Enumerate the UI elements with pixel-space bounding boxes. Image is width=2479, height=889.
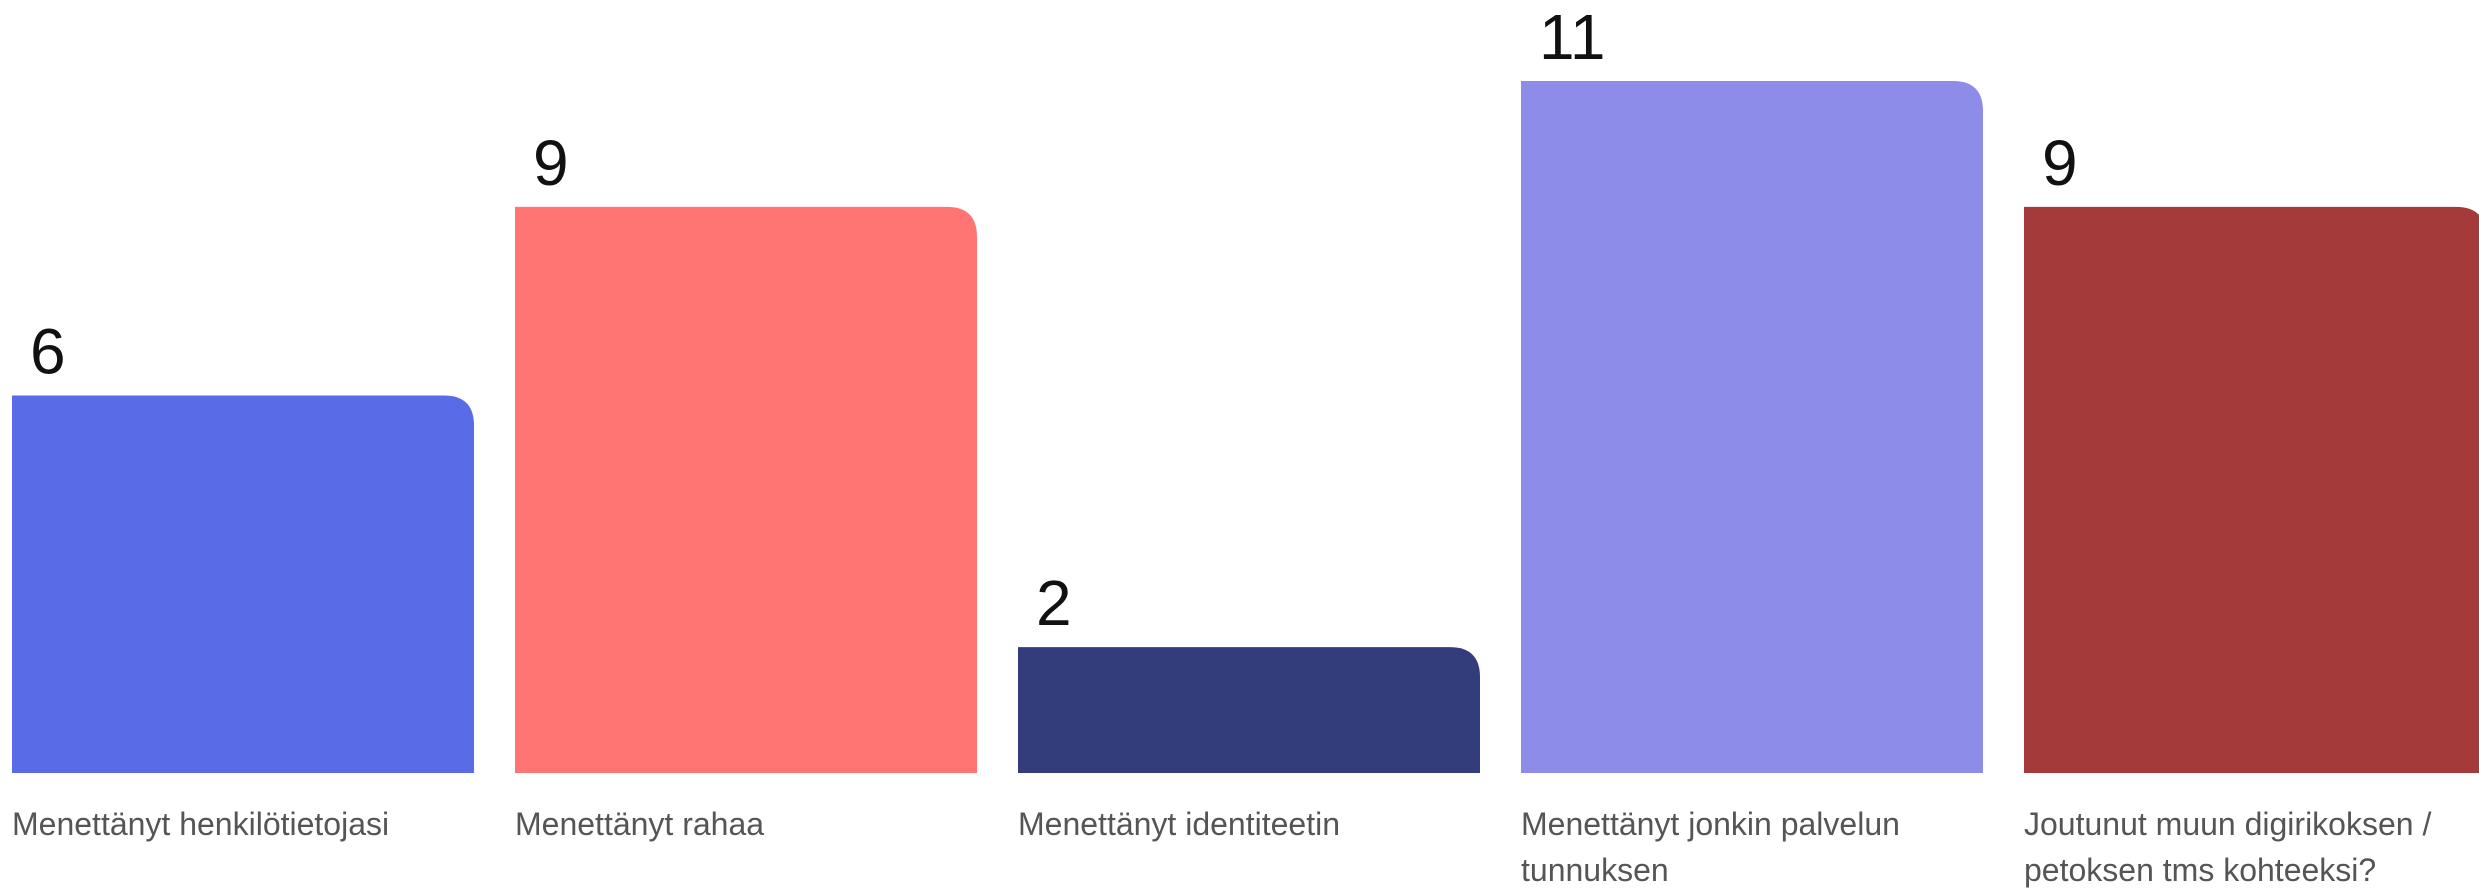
category-label-2: Menettänyt rahaa (515, 806, 764, 842)
value-label-5: 9 (2042, 127, 2078, 199)
category-label-4-line-2: tunnuksen (1521, 852, 1669, 888)
category-label-4-line-1: Menettänyt jonkin palvelun (1521, 806, 1900, 842)
category-label-5-line-1: Joutunut muun digirikoksen / (2024, 806, 2431, 842)
value-label-2: 9 (533, 127, 569, 199)
category-label-1: Menettänyt henkilötietojasi (12, 806, 389, 842)
bar-4 (1521, 81, 1983, 773)
bar-3 (1018, 647, 1480, 773)
bar-1 (12, 395, 474, 773)
bar-2 (515, 206, 977, 773)
value-label-4: 11 (1539, 1, 1605, 73)
value-label-3: 2 (1036, 567, 1072, 639)
category-label-5-line-2: petoksen tms kohteeksi? (2024, 852, 2376, 888)
category-label-3: Menettänyt identiteetin (1018, 806, 1340, 842)
value-label-1: 6 (30, 316, 66, 388)
bar-5 (2024, 206, 2479, 773)
